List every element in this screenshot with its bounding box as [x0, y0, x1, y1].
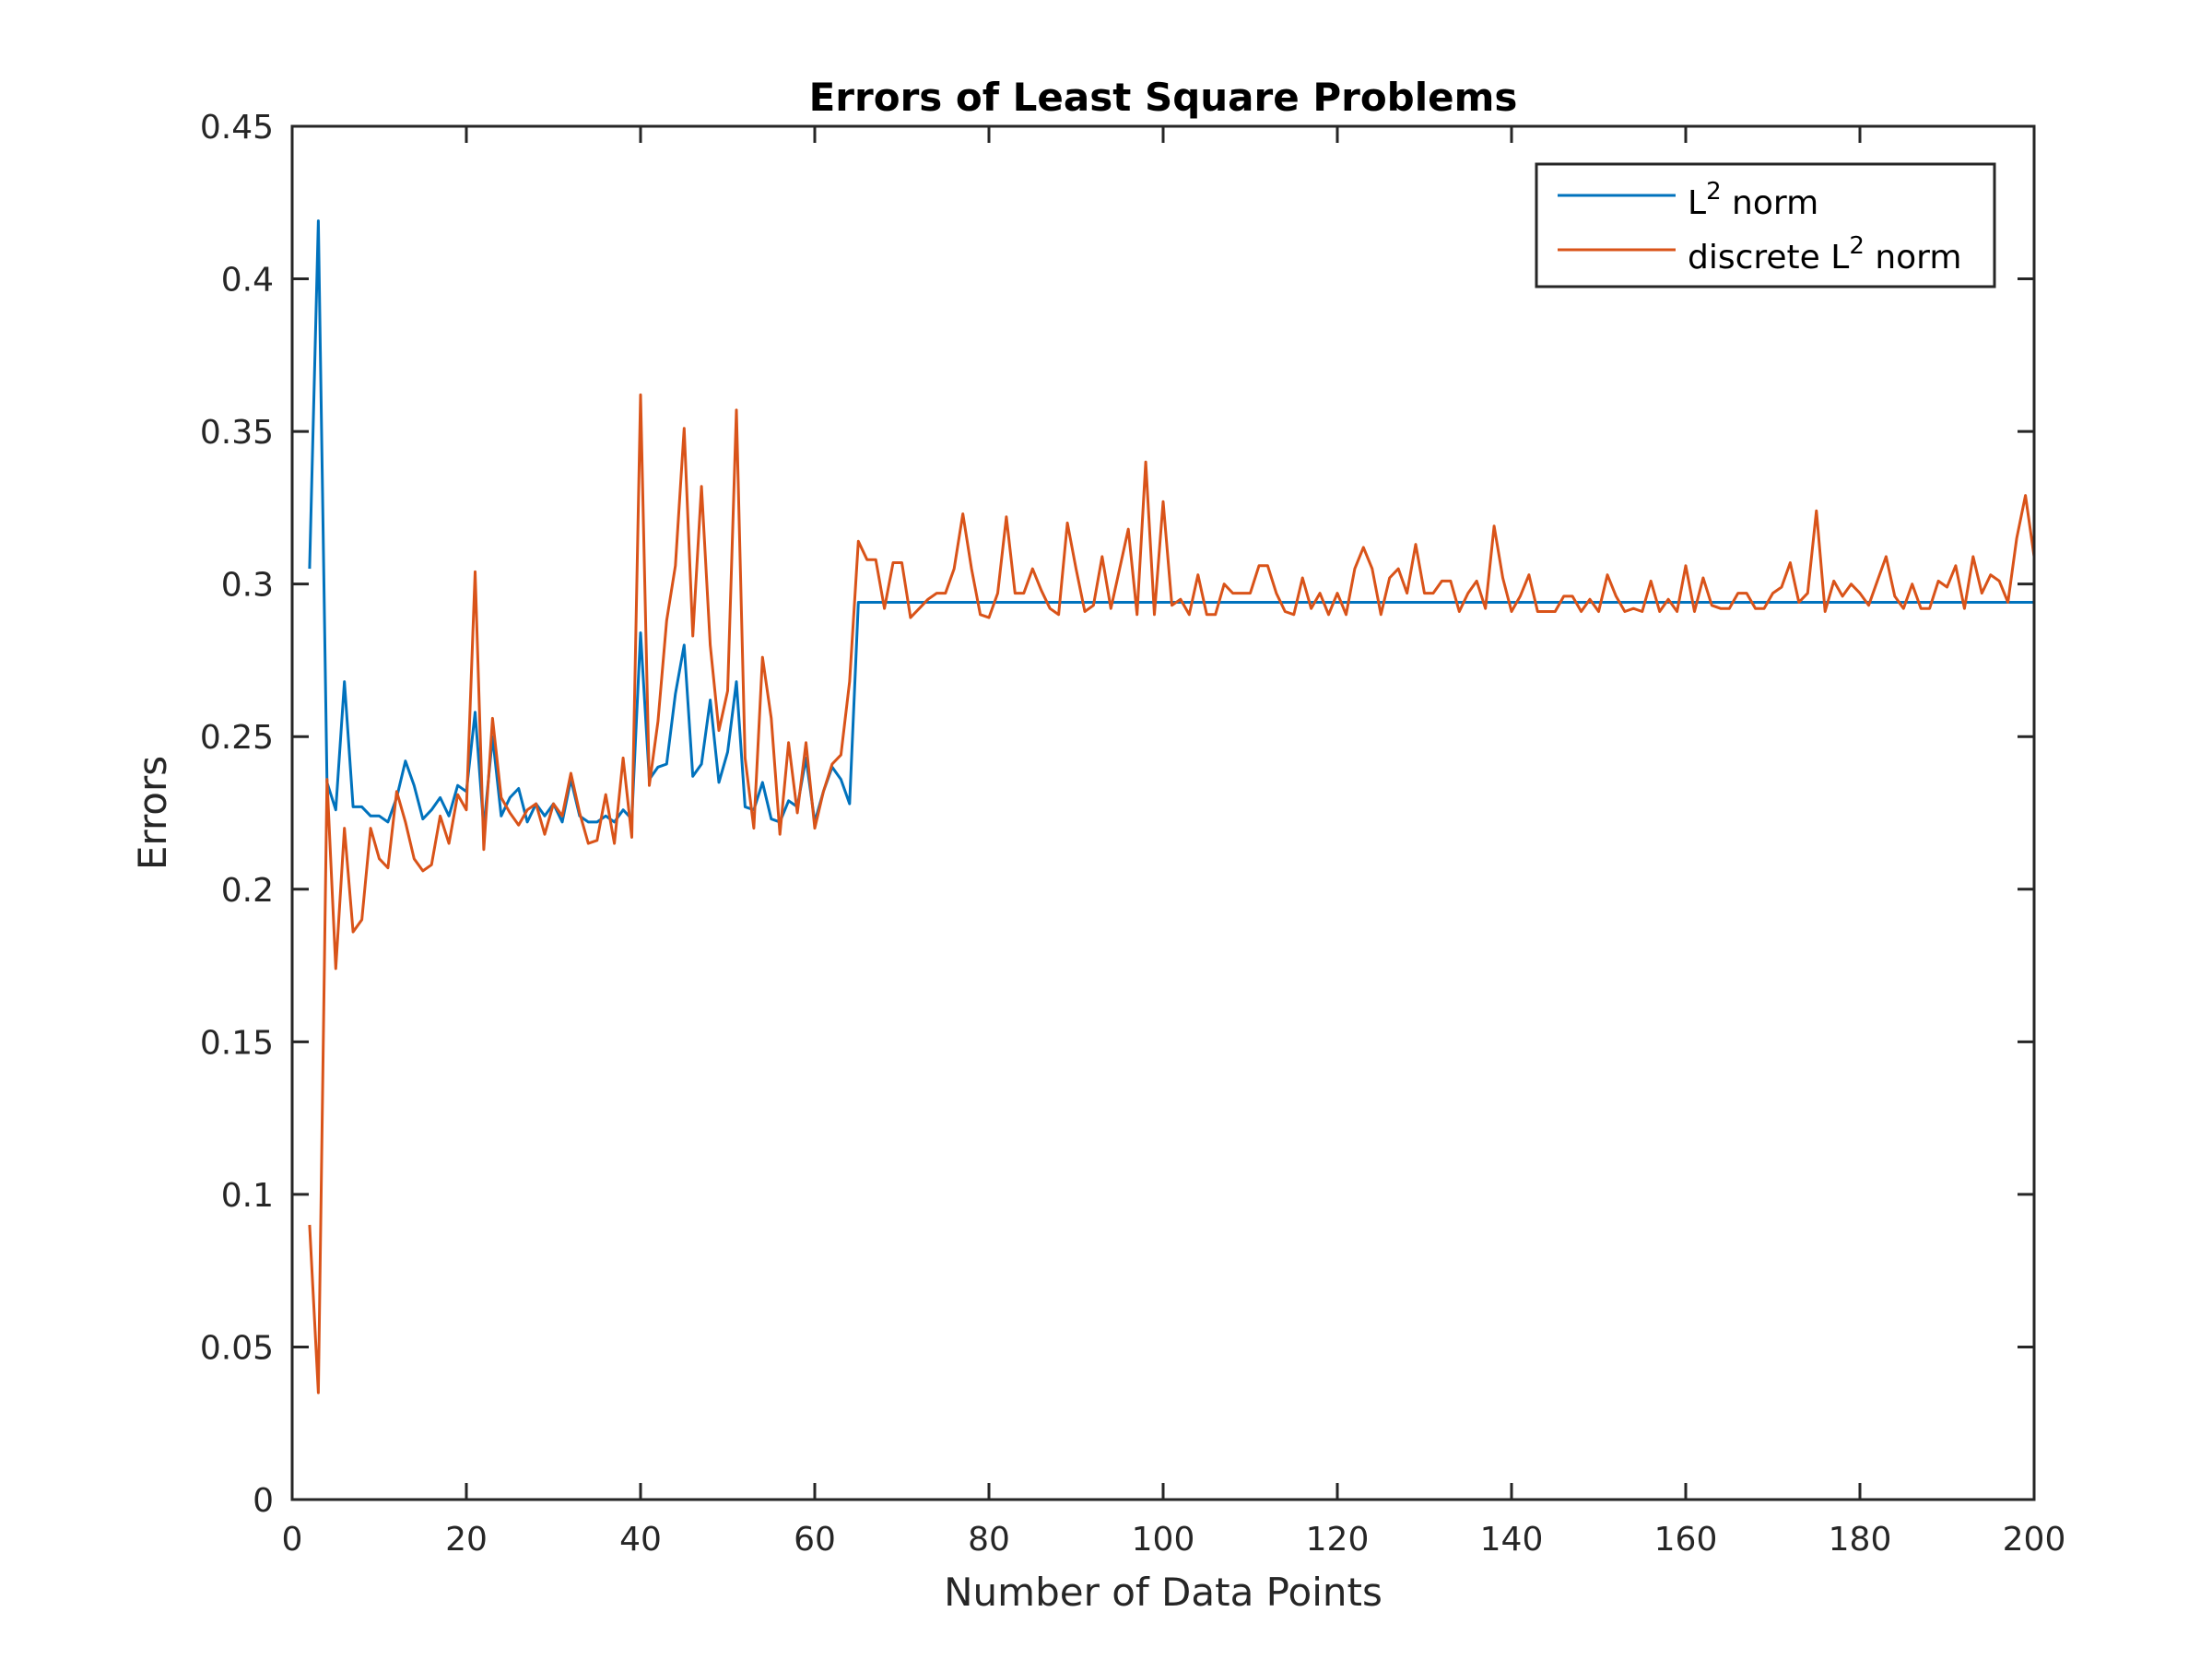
plot-frame — [290, 124, 2036, 1501]
x-tick-label: 180 — [1829, 1521, 1892, 1559]
y-tick-label: 0.35 — [200, 414, 274, 452]
x-tick-label: 20 — [445, 1521, 488, 1559]
y-axis-label: Errors — [130, 756, 175, 870]
y-tick-label: 0.1 — [221, 1177, 274, 1215]
y-tick-label: 0.25 — [200, 719, 274, 757]
plot-background — [292, 126, 2034, 1500]
y-tick-label: 0.2 — [221, 872, 274, 910]
x-tick-label: 140 — [1480, 1521, 1544, 1559]
x-tick-labels: 0 20 40 60 80 100 120 140 160 180 200 — [282, 1521, 2066, 1559]
x-tick-label: 200 — [2003, 1521, 2066, 1559]
y-tick-label: 0.3 — [221, 567, 274, 605]
y-tick-label: 0.15 — [200, 1024, 274, 1062]
x-tick-label: 120 — [1306, 1521, 1370, 1559]
x-tick-label: 40 — [619, 1521, 662, 1559]
x-axis-label: Number of Data Points — [944, 1570, 1382, 1615]
x-tick-label: 80 — [968, 1521, 1010, 1559]
y-tick-label: 0.45 — [200, 109, 274, 147]
x-tick-label: 160 — [1654, 1521, 1718, 1559]
series-line-l2-norm — [308, 219, 2034, 830]
legend-label-l2-norm: L2 norm — [1688, 178, 1818, 222]
y-tick-label: 0.05 — [200, 1329, 274, 1367]
x-tick-label: 60 — [794, 1521, 836, 1559]
y-tick-label: 0 — [253, 1482, 274, 1520]
legend: L2 norm discrete L2 norm — [1535, 162, 1996, 288]
y-tick-label: 0.4 — [221, 262, 274, 300]
series-line-discrete-l2-norm — [308, 393, 2036, 1394]
x-tick-label: 100 — [1132, 1521, 1195, 1559]
legend-label-discrete-l2-norm: discrete L2 norm — [1688, 232, 1961, 276]
x-tick-label: 0 — [282, 1521, 303, 1559]
legend-box — [1535, 162, 1996, 288]
y-tick-labels: 0 0.05 0.1 0.15 0.2 0.25 0.3 0.35 0.4 0.45 — [200, 109, 274, 1520]
chart-title: Errors of Least Square Problems — [809, 75, 1518, 120]
series-layer — [308, 219, 2036, 1394]
